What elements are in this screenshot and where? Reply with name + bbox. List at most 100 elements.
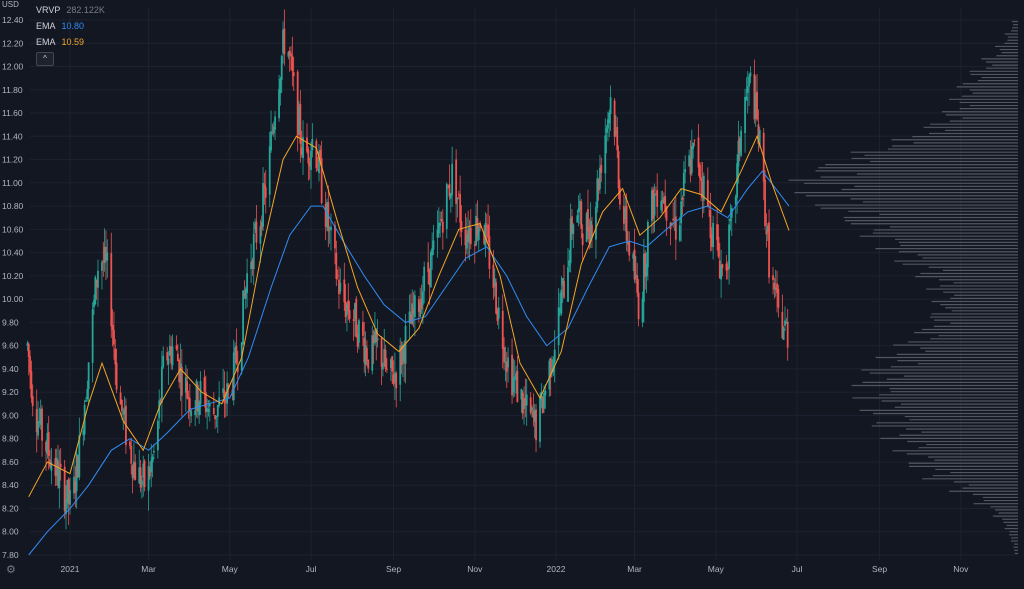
- currency-label[interactable]: USD: [2, 0, 19, 9]
- candle-body: [131, 465, 134, 478]
- candle-body: [85, 400, 87, 402]
- y-tick-label: 12.40: [2, 15, 24, 25]
- candle-body: [617, 151, 620, 189]
- candle-body: [73, 476, 75, 494]
- candle-body: [30, 371, 33, 398]
- candle-body: [255, 221, 258, 243]
- ema-slow-value: 10.80: [61, 21, 85, 31]
- time-axis[interactable]: 2021 Mar May Jul Sep Nov 2022 Mar May Jul Sep Nov: [61, 564, 970, 574]
- candle-body: [496, 309, 499, 321]
- candle-body: [701, 181, 704, 199]
- candle-body: [139, 467, 142, 488]
- candle-body: [505, 361, 508, 372]
- candle-body: [254, 223, 256, 230]
- candle-body: [35, 409, 38, 433]
- candle-body: [227, 384, 230, 389]
- candle-body: [599, 167, 601, 189]
- candle-body: [451, 163, 454, 196]
- candle-body: [523, 399, 525, 410]
- candle-body: [774, 287, 777, 290]
- candle-body: [251, 260, 254, 270]
- legend-collapse-button[interactable]: ^: [36, 52, 54, 66]
- candle-body: [467, 230, 470, 242]
- x-tick-label: Nov: [467, 564, 483, 574]
- candle-body: [786, 321, 789, 348]
- candle-body: [366, 348, 368, 361]
- candle-body: [356, 334, 359, 347]
- y-tick-label: 10.40: [2, 248, 24, 258]
- y-tick-label: 7.80: [2, 550, 19, 560]
- legend-row-vrvp[interactable]: VRVP 282.122K: [36, 2, 105, 18]
- candle-body: [389, 359, 392, 368]
- candle-body: [214, 414, 217, 420]
- candle-body: [539, 396, 541, 442]
- candle-body: [66, 479, 69, 502]
- candle-body: [541, 396, 544, 413]
- candle-body: [122, 412, 125, 415]
- candle-body: [513, 376, 516, 378]
- candle-body: [693, 139, 696, 141]
- candle-body: [766, 226, 769, 232]
- candle-body: [720, 264, 723, 280]
- candle-body: [484, 223, 487, 247]
- candle-body: [535, 409, 537, 441]
- candle-body: [133, 461, 135, 479]
- candle-body: [609, 97, 612, 115]
- candle-body: [102, 260, 105, 263]
- candle-body: [208, 404, 211, 407]
- candle-body: [625, 205, 628, 241]
- candle-body: [218, 397, 221, 406]
- candle-body: [413, 295, 416, 318]
- candle-body: [483, 231, 485, 244]
- candle-body: [226, 383, 229, 404]
- candle-body: [740, 130, 742, 156]
- x-tick-label: Sep: [386, 564, 401, 574]
- candle-body: [338, 279, 340, 295]
- candle-body: [673, 219, 676, 221]
- legend-row-ema-slow[interactable]: EMA 10.80: [36, 18, 105, 34]
- candle-body: [493, 278, 496, 286]
- candle-body: [636, 275, 639, 293]
- candle-body: [560, 289, 563, 314]
- candle-body: [650, 190, 653, 221]
- candle-body: [748, 76, 750, 87]
- candle-body: [697, 137, 700, 168]
- candle-body: [684, 169, 687, 173]
- candle-body: [374, 331, 376, 344]
- candle-body: [207, 408, 210, 412]
- candle-body: [749, 72, 752, 77]
- y-tick-label: 8.00: [2, 527, 19, 537]
- candle-body: [532, 411, 535, 418]
- candle-body: [311, 138, 314, 151]
- candle-body: [777, 288, 780, 308]
- candle-body: [460, 221, 463, 232]
- candle-body: [316, 169, 319, 171]
- candle-body: [234, 347, 237, 356]
- candle-body: [419, 302, 422, 317]
- candle-body: [280, 56, 283, 81]
- price-axis[interactable]: 7.80 8.00 8.20 8.40 8.60 8.80 9.00 9.20 9.40 9.60…: [2, 15, 24, 560]
- ema-fast-label: EMA: [36, 37, 56, 47]
- gear-icon[interactable]: ⚙: [6, 564, 16, 576]
- candle-body: [437, 222, 440, 234]
- candle-body: [262, 183, 264, 227]
- candle-body: [384, 349, 387, 369]
- candle-body: [41, 408, 43, 441]
- candle-body: [563, 281, 565, 298]
- candle-body: [627, 241, 629, 245]
- candle-body: [282, 29, 284, 53]
- candle-body: [754, 93, 757, 119]
- candle-body: [656, 190, 659, 207]
- x-tick-label: May: [222, 564, 239, 574]
- candle-body: [421, 291, 424, 305]
- candle-body: [706, 180, 709, 207]
- candle-body: [180, 366, 183, 396]
- candle-body: [758, 130, 761, 147]
- legend-row-ema-fast[interactable]: EMA 10.59: [36, 34, 105, 50]
- candle-body: [168, 345, 171, 356]
- candle-body: [315, 140, 318, 169]
- candle-body: [170, 346, 173, 363]
- candle-body: [764, 179, 766, 227]
- candle-body: [567, 267, 569, 302]
